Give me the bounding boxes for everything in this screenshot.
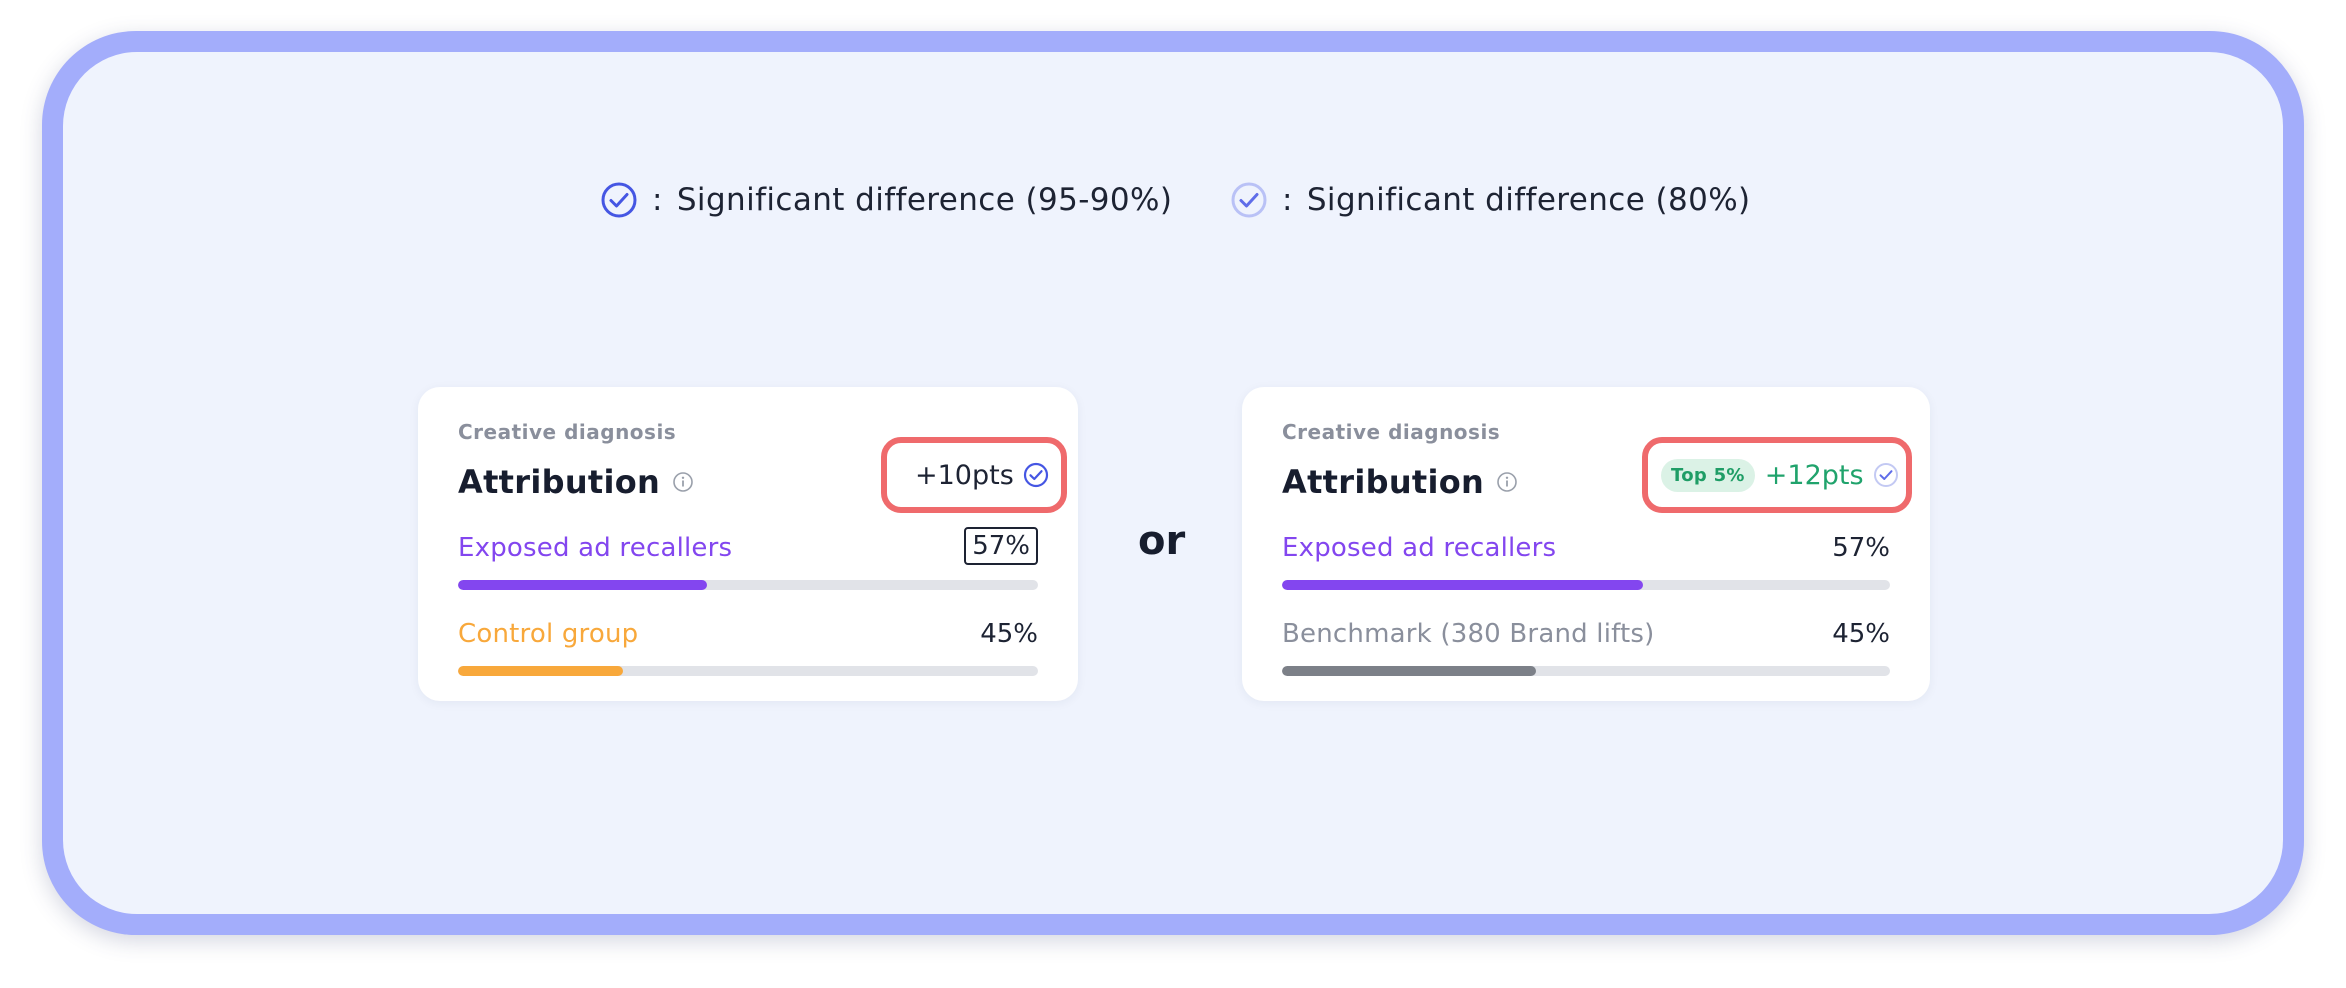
- metric-label: Control group: [458, 619, 639, 649]
- progress-fill: [1282, 580, 1643, 590]
- metric-exposed: Exposed ad recallers 57%: [1282, 533, 1890, 590]
- delta-points: +10pts: [915, 459, 1014, 491]
- progress-track: [458, 666, 1038, 676]
- progress-track: [458, 580, 1038, 590]
- legend-separator: :: [1282, 182, 1293, 218]
- card-title-row: Attribution: [458, 457, 694, 507]
- check-circle-light-icon: [1230, 181, 1268, 219]
- card-title: Attribution: [458, 463, 661, 501]
- progress-fill: [458, 580, 708, 590]
- metric-label: Exposed ad recallers: [1282, 533, 1557, 563]
- legend-weak-label: Significant difference (80%): [1306, 182, 1751, 218]
- metric-value: 57%: [1832, 533, 1890, 563]
- info-icon[interactable]: [1496, 471, 1518, 493]
- canvas: [63, 52, 2283, 914]
- top-percent-badge: Top 5%: [1661, 458, 1755, 492]
- attribution-card-control: Creative diagnosis Attribution +10pts Ex…: [418, 387, 1078, 701]
- metric-exposed: Exposed ad recallers 57%: [458, 527, 1038, 590]
- delta-highlight: Top 5% +12pts: [1642, 437, 1912, 513]
- card-kicker: Creative diagnosis: [458, 420, 677, 444]
- legend-separator: :: [652, 182, 663, 218]
- legend-strong-label: Significant difference (95-90%): [676, 182, 1173, 218]
- card-title: Attribution: [1282, 463, 1485, 501]
- progress-track: [1282, 666, 1890, 676]
- outer-frame: [42, 31, 2304, 935]
- info-icon[interactable]: [672, 471, 694, 493]
- metric-label: Exposed ad recallers: [458, 533, 733, 563]
- progress-fill: [1282, 666, 1537, 676]
- card-kicker: Creative diagnosis: [1282, 420, 1501, 444]
- card-title-row: Attribution: [1282, 457, 1518, 507]
- metric-label: Benchmark (380 Brand lifts): [1282, 619, 1655, 649]
- metric-benchmark: Benchmark (380 Brand lifts) 45%: [1282, 619, 1890, 676]
- delta-points: +12pts: [1764, 459, 1864, 491]
- progress-fill: [458, 666, 624, 676]
- attribution-card-benchmark: Creative diagnosis Attribution Top 5% +1…: [1242, 387, 1930, 701]
- metric-value: 45%: [1832, 619, 1890, 649]
- check-circle-icon: [600, 181, 638, 219]
- or-separator: or: [1138, 518, 1186, 564]
- metric-control: Control group 45%: [458, 619, 1038, 676]
- check-circle-icon: [1022, 461, 1050, 489]
- delta-highlight: +10pts: [881, 437, 1067, 513]
- metric-value: 57%: [964, 527, 1038, 565]
- progress-track: [1282, 580, 1890, 590]
- legend-weak: : Significant difference (80%): [1230, 172, 1751, 228]
- check-circle-light-icon: [1872, 461, 1900, 489]
- metric-value: 45%: [980, 619, 1038, 649]
- legend-strong: : Significant difference (95-90%): [600, 172, 1172, 228]
